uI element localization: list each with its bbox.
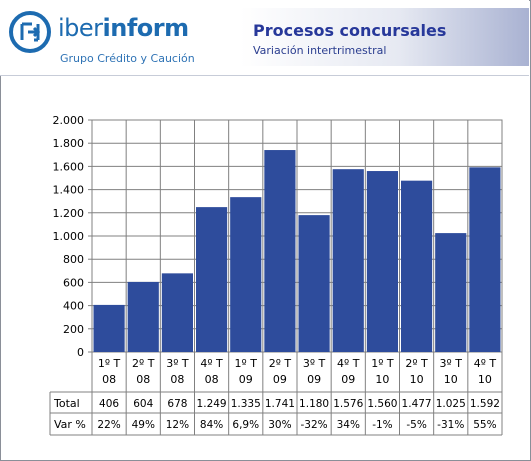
table-cell: 678 <box>167 398 187 410</box>
bar <box>366 171 398 352</box>
y-tick-label: 1.000 <box>53 230 85 243</box>
table-cell: 1.477 <box>402 398 432 410</box>
table-row-label-var: Var % <box>54 418 86 431</box>
table-cell: 49% <box>132 419 155 431</box>
table-cell: 1.741 <box>265 398 295 410</box>
table-cell: 84% <box>200 419 223 431</box>
x-tick-label: 09 <box>307 373 321 386</box>
table-cell: -32% <box>301 419 328 431</box>
x-tick-label: 10 <box>478 373 492 386</box>
table-cell: 30% <box>268 419 291 431</box>
bar <box>332 169 364 352</box>
x-tick-label: 1º T <box>371 357 394 370</box>
logo-text-light: iber <box>58 14 103 42</box>
bar <box>127 281 159 352</box>
table-cell: 1.025 <box>436 398 466 410</box>
table-cell: 12% <box>166 419 189 431</box>
bar <box>264 150 296 352</box>
table-cell: -31% <box>437 419 464 431</box>
table-cell: 55% <box>473 419 496 431</box>
bar <box>230 197 262 352</box>
x-tick-label: 4º T <box>337 357 360 370</box>
table-cell: -1% <box>372 419 392 431</box>
x-tick-label: 4º T <box>474 357 497 370</box>
x-tick-label: 3º T <box>440 357 463 370</box>
table-row-label-total: Total <box>53 397 80 410</box>
x-tick-label: 10 <box>444 373 458 386</box>
logo-subtitle: Grupo Crédito y Caución <box>60 52 195 65</box>
x-tick-label: 4º T <box>200 357 223 370</box>
x-tick-label: 09 <box>239 373 253 386</box>
x-tick-label: 10 <box>375 373 389 386</box>
header-divider <box>0 75 529 76</box>
bar <box>469 167 501 352</box>
table-cell: 1.560 <box>367 398 397 410</box>
x-tick-label: 08 <box>205 373 219 386</box>
iberinform-logo-icon <box>9 11 51 53</box>
x-tick-label: 1º T <box>235 357 258 370</box>
header-gradient <box>240 8 529 66</box>
y-tick-label: 400 <box>63 300 84 313</box>
y-tick-label: 1.600 <box>53 160 85 173</box>
y-tick-label: 1.400 <box>53 184 85 197</box>
chart-subtitle: Variación intertrimestral <box>253 44 387 57</box>
x-tick-label: 3º T <box>303 357 326 370</box>
x-tick-label: 2º T <box>405 357 428 370</box>
table-cell: -5% <box>406 419 426 431</box>
x-tick-label: 10 <box>410 373 424 386</box>
x-tick-label: 09 <box>341 373 355 386</box>
x-tick-label: 08 <box>170 373 184 386</box>
x-tick-label: 08 <box>102 373 116 386</box>
x-tick-label: 08 <box>136 373 150 386</box>
x-tick-label: 09 <box>273 373 287 386</box>
logo-text-bold: inform <box>102 14 190 42</box>
x-tick-label: 2º T <box>132 357 155 370</box>
table-cell: 604 <box>133 398 153 410</box>
header: iberinform Grupo Crédito y Caución Proce… <box>0 0 529 75</box>
bar <box>93 304 125 352</box>
y-tick-label: 600 <box>63 276 84 289</box>
bar <box>401 180 433 352</box>
table-cell: 1.180 <box>299 398 329 410</box>
bar <box>196 207 228 352</box>
table-cell: 1.249 <box>197 398 227 410</box>
table-cell: 1.592 <box>470 398 500 410</box>
table-cell: 6,9% <box>232 419 259 431</box>
chart-title: Procesos concursales <box>253 21 447 40</box>
bar <box>435 233 467 352</box>
y-tick-label: 800 <box>63 253 84 266</box>
y-tick-label: 1.800 <box>53 137 85 150</box>
logo-wordmark: iberinform <box>58 14 189 42</box>
table-cell: 406 <box>99 398 119 410</box>
table-cell: 22% <box>97 419 120 431</box>
x-tick-label: 1º T <box>98 357 121 370</box>
bar <box>298 215 330 352</box>
y-tick-label: 2.000 <box>53 114 85 127</box>
x-tick-label: 3º T <box>166 357 189 370</box>
y-tick-label: 1.200 <box>53 207 85 220</box>
table-cell: 1.576 <box>333 398 363 410</box>
x-tick-label: 2º T <box>269 357 292 370</box>
y-tick-label: 200 <box>63 323 84 336</box>
bar <box>161 273 193 352</box>
y-tick-label: 0 <box>77 346 84 359</box>
table-cell: 1.335 <box>231 398 261 410</box>
table-cell: 34% <box>337 419 360 431</box>
